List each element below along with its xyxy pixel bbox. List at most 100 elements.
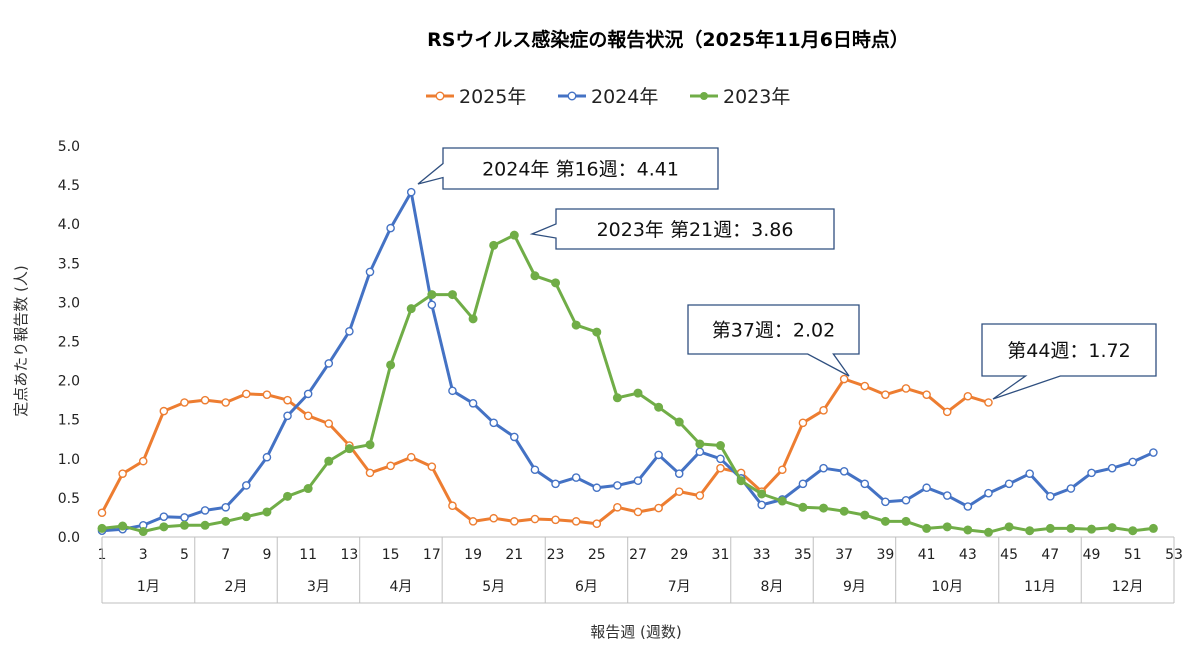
- y-tick-label: 1.5: [58, 413, 80, 429]
- x-tick-label: 51: [1124, 547, 1142, 563]
- data-point: [1045, 523, 1055, 533]
- data-point: [448, 386, 457, 396]
- x-tick-label: 35: [794, 547, 812, 563]
- data-point: [983, 527, 993, 537]
- data-point: [138, 527, 148, 537]
- data-point: [571, 517, 581, 526]
- data-point: [180, 398, 189, 407]
- data-point: [406, 452, 416, 462]
- y-tick-label: 0.5: [58, 491, 80, 507]
- data-point: [551, 278, 561, 288]
- data-point: [262, 390, 272, 399]
- x-tick-label: 11: [299, 547, 317, 563]
- callout: 2023年 第21週：3.86: [529, 208, 835, 250]
- x-tick-label: 47: [1041, 547, 1059, 563]
- data-point: [468, 398, 478, 408]
- data-point: [489, 513, 498, 523]
- month-label: 11月: [1024, 579, 1056, 595]
- data-point: [633, 476, 643, 485]
- data-point: [551, 479, 560, 489]
- data-point: [159, 522, 169, 532]
- callout-box: [981, 323, 1157, 400]
- legend-label: 2025年: [459, 86, 526, 108]
- data-point: [942, 491, 952, 500]
- data-point: [468, 314, 478, 324]
- data-point: [530, 465, 540, 475]
- data-point: [386, 223, 395, 233]
- month-label: 9月: [843, 579, 866, 595]
- callout-label: 第37週：2.02: [712, 320, 835, 342]
- data-point: [242, 481, 251, 490]
- x-tick-label: 45: [1000, 547, 1018, 563]
- x-tick-label: 13: [340, 547, 358, 563]
- data-point: [798, 418, 808, 428]
- data-point: [448, 501, 457, 511]
- x-tick-label: 25: [588, 547, 606, 563]
- data-point: [324, 456, 334, 466]
- x-tick-label: 49: [1083, 547, 1101, 563]
- data-point: [881, 390, 890, 399]
- data-point: [860, 381, 870, 391]
- data-point: [1025, 526, 1035, 536]
- data-point: [427, 290, 437, 300]
- legend-item: 2024年: [558, 86, 658, 108]
- data-point: [221, 516, 231, 526]
- data-point: [654, 450, 663, 460]
- x-tick-label: 9: [262, 547, 271, 563]
- callout-box: [529, 208, 835, 250]
- data-point: [716, 463, 725, 473]
- legend-marker: [700, 92, 708, 100]
- data-point: [406, 304, 416, 314]
- data-point: [510, 432, 519, 442]
- data-point: [1107, 523, 1117, 533]
- data-point: [571, 320, 581, 330]
- data-point: [1149, 448, 1158, 457]
- month-label: 5月: [482, 579, 505, 595]
- x-axis: 1 3 5 7 9 11 13 15 17 19 21 23 25 27 29 31 33 35 37 39 41 43 4…: [98, 536, 1183, 604]
- data-point: [262, 452, 272, 462]
- data-point: [1128, 526, 1138, 536]
- data-point: [571, 473, 581, 482]
- data-point: [736, 476, 746, 486]
- data-point: [97, 508, 107, 518]
- data-point: [674, 417, 684, 427]
- data-point: [901, 384, 911, 393]
- x-tick-label: 29: [670, 547, 688, 563]
- data-point: [386, 461, 395, 471]
- data-point: [510, 517, 519, 526]
- x-tick-label: 15: [382, 547, 400, 563]
- data-point: [1066, 484, 1076, 493]
- data-point: [324, 359, 334, 368]
- y-axis: 0.0 0.5 1.0 1.5 2.0 2.5 3.0 3.5 4.0 4.5 5.0: [58, 139, 80, 546]
- data-point: [324, 419, 334, 428]
- legend-label: 2023年: [723, 86, 790, 108]
- data-point: [262, 507, 272, 517]
- data-point: [468, 517, 478, 526]
- legend-marker: [567, 91, 577, 101]
- data-point: [757, 500, 766, 510]
- data-point: [819, 463, 828, 473]
- data-point: [1066, 523, 1076, 533]
- data-point: [509, 230, 519, 240]
- x-axis-title: 報告週 (週数): [590, 623, 681, 641]
- data-point: [551, 515, 560, 525]
- data-point: [283, 411, 292, 421]
- y-tick-label: 4.0: [58, 217, 80, 233]
- y-tick-label: 1.0: [58, 452, 80, 468]
- callouts: 2024年 第16週：4.41 2023年 第21週：3.86 第37週：2.02 第…: [417, 147, 1157, 400]
- series-2025年: [97, 374, 993, 529]
- data-point: [881, 497, 890, 507]
- x-tick-label: 23: [547, 547, 565, 563]
- x-tick-label: 33: [753, 547, 771, 563]
- data-point: [97, 523, 107, 533]
- callout-label: 2023年 第21週：3.86: [597, 219, 794, 241]
- x-tick-label: 39: [876, 547, 894, 563]
- data-point: [942, 522, 952, 532]
- data-point: [612, 393, 622, 403]
- data-point: [674, 469, 684, 478]
- data-point: [303, 411, 313, 421]
- data-point: [1107, 463, 1117, 473]
- data-point: [633, 507, 643, 517]
- data-point: [303, 484, 313, 494]
